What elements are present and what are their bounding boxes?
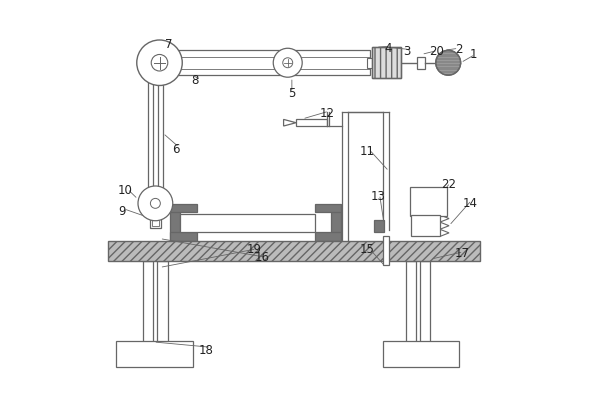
Bar [170,232,197,241]
Text: 10: 10 [118,184,133,198]
Circle shape [436,50,461,75]
Bar [374,220,384,232]
Text: 6: 6 [172,143,180,156]
Text: 13: 13 [371,190,385,203]
Bar [180,214,314,232]
Bar [331,205,342,241]
Text: 4: 4 [384,42,391,55]
Text: 8: 8 [191,73,198,87]
Text: 9: 9 [118,205,126,218]
Bar [420,261,430,342]
Text: 15: 15 [360,243,375,256]
Bar [417,56,426,69]
Bar [157,261,168,342]
Bar [108,241,480,261]
Text: 7: 7 [165,38,173,51]
Bar [406,261,416,342]
Bar [152,210,159,226]
Circle shape [137,40,182,85]
Polygon shape [284,120,296,126]
Polygon shape [440,215,449,222]
Bar [411,215,440,237]
Text: 22: 22 [442,178,456,191]
Text: 12: 12 [320,107,334,120]
Circle shape [151,54,168,71]
Text: 18: 18 [199,344,214,357]
Bar [372,47,401,78]
Bar [150,205,161,228]
Bar [383,237,390,266]
Text: 5: 5 [288,87,295,100]
Text: 3: 3 [403,46,410,59]
Bar [170,204,197,212]
Bar [170,205,180,241]
Bar [172,50,371,75]
Circle shape [150,198,160,208]
Circle shape [283,58,292,68]
Text: 1: 1 [470,48,478,61]
Text: 20: 20 [429,46,444,59]
Polygon shape [440,222,449,229]
Text: 19: 19 [246,243,261,256]
Bar [410,187,447,216]
Text: 11: 11 [360,145,375,158]
Bar [296,119,327,127]
Bar [366,58,372,68]
Circle shape [138,186,173,221]
Bar [314,204,342,212]
Bar [314,232,342,241]
Text: 2: 2 [455,43,462,56]
Bar [143,261,153,342]
Bar [372,47,401,78]
Text: 17: 17 [455,247,470,260]
Text: 16: 16 [255,251,269,264]
Circle shape [274,48,302,77]
Bar [383,341,459,367]
Bar [116,341,192,367]
Text: 14: 14 [462,197,477,210]
Polygon shape [440,229,449,237]
